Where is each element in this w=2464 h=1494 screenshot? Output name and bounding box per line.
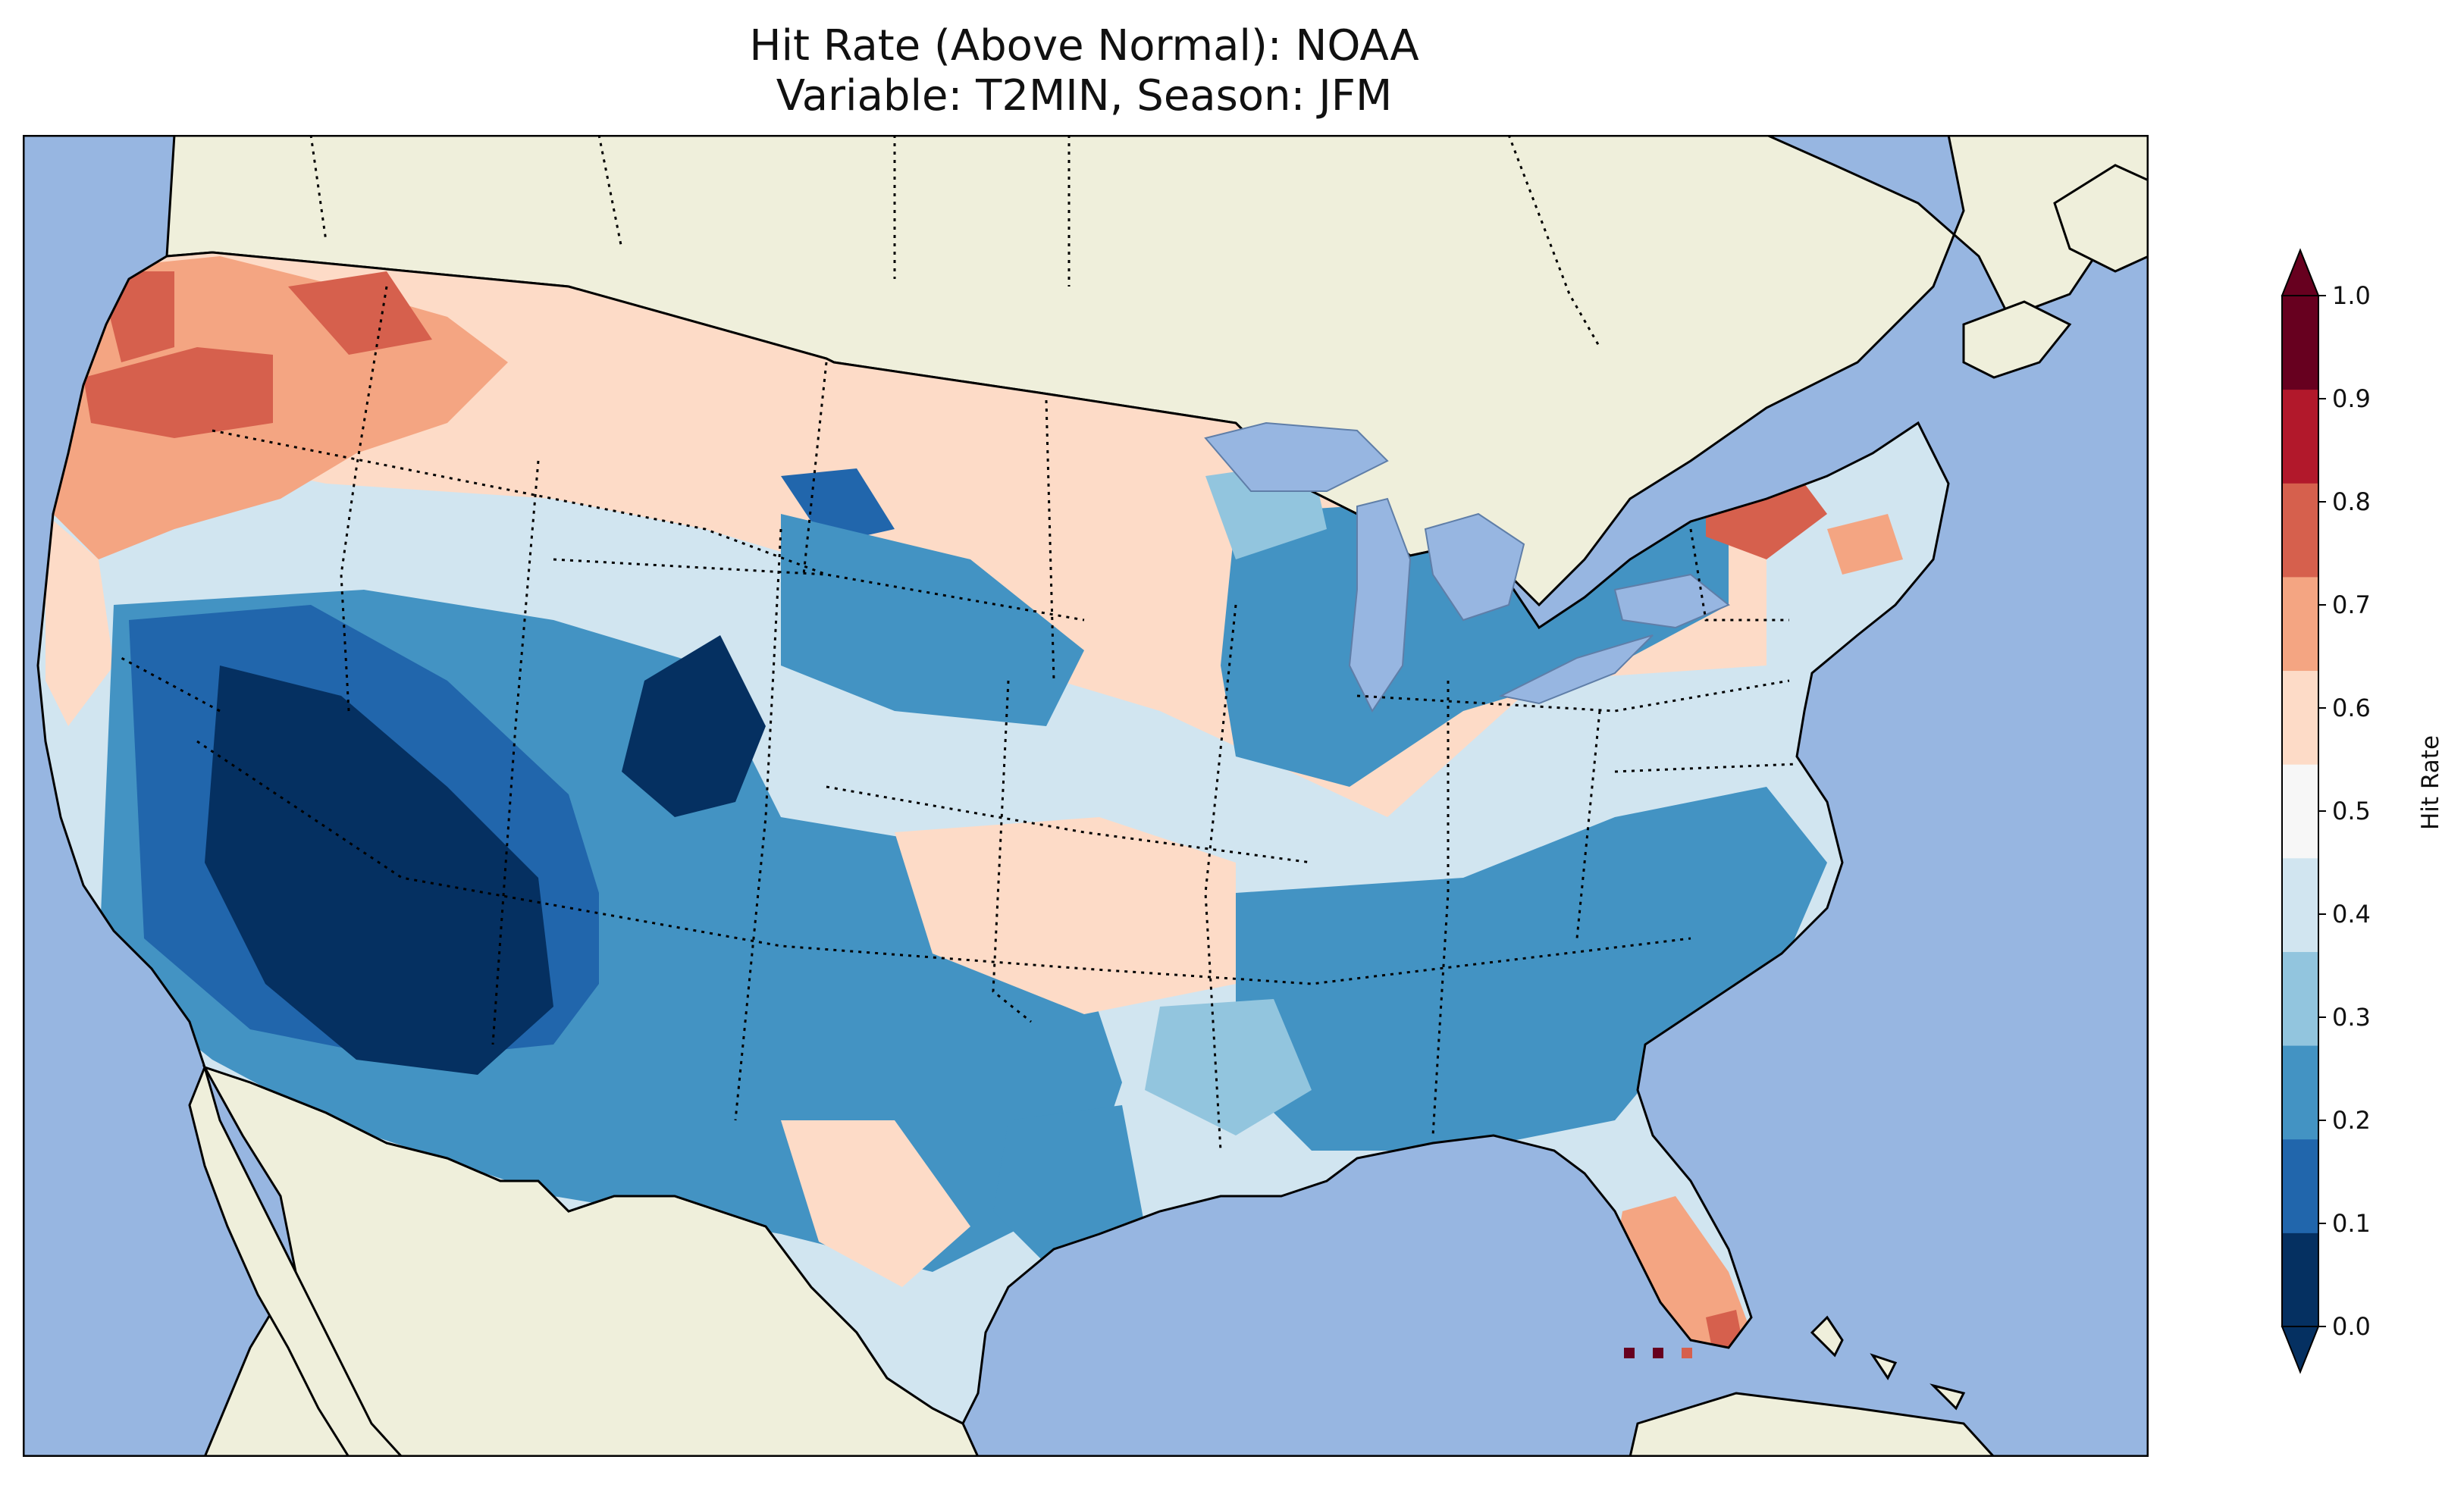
baja-peninsula (188, 1063, 404, 1457)
colorbar-band (2282, 483, 2318, 578)
colorbar-label: Hit Rate (2417, 734, 2444, 830)
colorbar-band (2282, 1139, 2318, 1233)
colorbar-band (2282, 296, 2318, 390)
state-borders (121, 286, 1798, 1151)
colorbar-tick-label: 0.8 (2332, 487, 2371, 516)
colorbar-band (2282, 389, 2318, 484)
bahamas-island (1810, 1315, 1966, 1411)
colorbar-band (2282, 764, 2318, 859)
colorbar-band (2282, 951, 2318, 1046)
colorbar-tick-label: 0.9 (2332, 384, 2371, 413)
colorbar-extend-min (2281, 1326, 2320, 1374)
keys-markers (1624, 1348, 1692, 1358)
cuba-island (1629, 1392, 1996, 1457)
maritime-land (1962, 164, 2149, 379)
colorbar: 0.0 0.1 0.2 0.3 0.4 0.5 0.6 0.7 0.8 0.9 1.0 (2281, 248, 2371, 1374)
colorbar-band (2282, 1232, 2318, 1327)
map-panel (23, 135, 2149, 1457)
colorbar-tick-label: 0.2 (2332, 1106, 2371, 1135)
colorbar-band (2282, 670, 2318, 765)
map-border (23, 135, 2149, 1457)
conus-coastline (36, 251, 1950, 1426)
colorbar-tick-label: 0.4 (2332, 900, 2371, 929)
colorbar-tick-label: 0.3 (2332, 1003, 2371, 1032)
colorbar-tick-label: 0.1 (2332, 1209, 2371, 1238)
colorbar-tick-label: 0.5 (2332, 797, 2371, 825)
map-title-line1: Hit Rate (Above Normal): NOAA (749, 21, 1419, 70)
colorbar-band (2282, 576, 2318, 672)
canada-borders (309, 135, 1601, 348)
colorbar-band (2282, 857, 2318, 952)
colorbar-tick-label: 0.7 (2332, 590, 2371, 619)
colorbar-tick-label: 0.6 (2332, 694, 2371, 722)
colorbar-tick-label: 1.0 (2332, 281, 2371, 310)
colorbar-extend-max (2281, 248, 2320, 296)
map-title-line2: Variable: T2MIN, Season: JFM (776, 71, 1393, 121)
colorbar-band (2282, 1045, 2318, 1140)
great-lakes (1204, 421, 1730, 713)
colorbar-tick-label: 0.0 (2332, 1312, 2371, 1341)
